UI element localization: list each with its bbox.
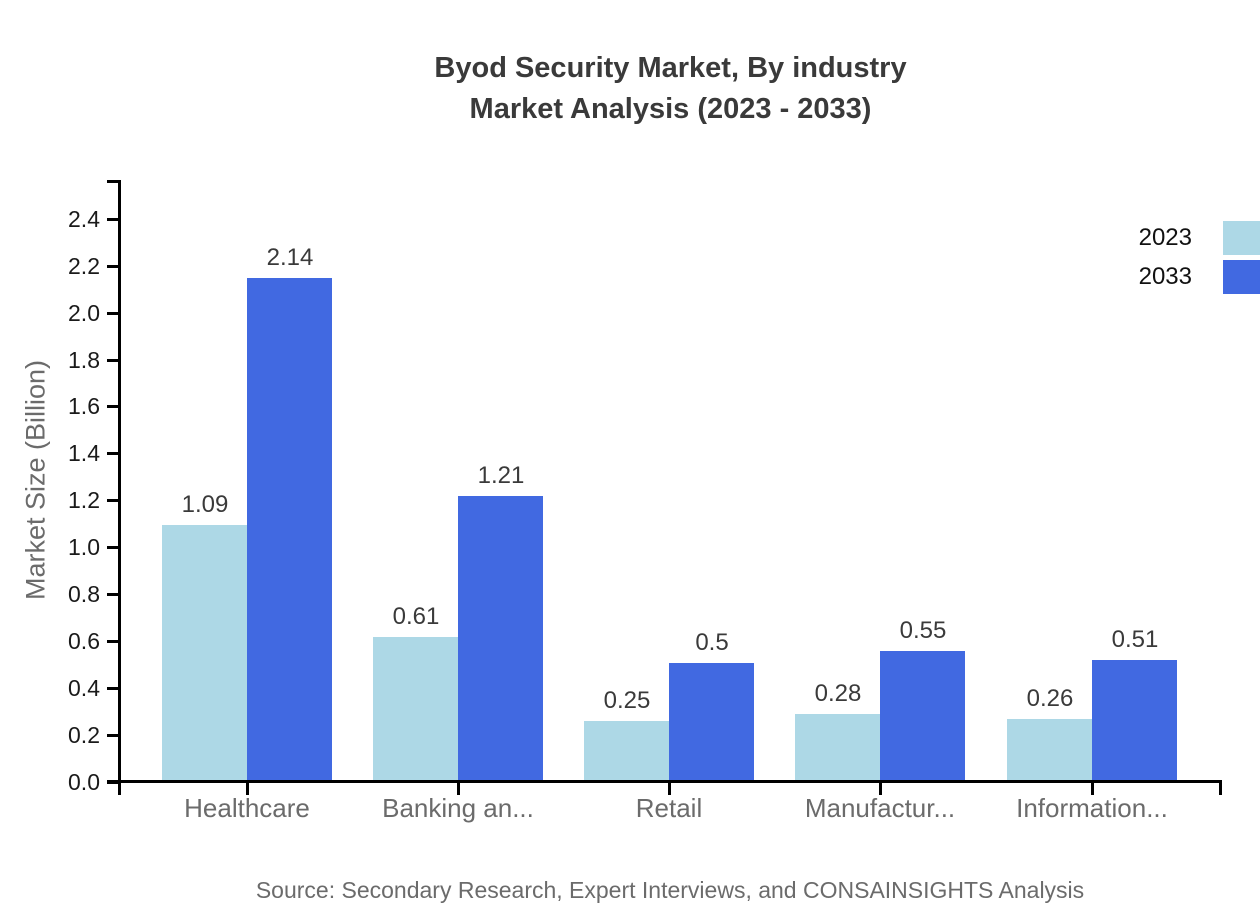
y-tick-mark <box>107 546 119 549</box>
legend-swatch-2033 <box>1223 260 1260 294</box>
y-tick-label: 0.8 <box>68 581 100 607</box>
bar-2023-information <box>1007 719 1092 780</box>
y-tick-label: 1.0 <box>68 534 100 560</box>
x-category-label-information: Information... <box>1016 793 1168 823</box>
bar-2023-retail <box>584 721 669 780</box>
value-label-2033-information: 0.51 <box>1111 626 1159 653</box>
value-label-2023-information: 0.26 <box>1026 685 1074 712</box>
value-label-2033-banking-an: 1.21 <box>477 462 525 489</box>
y-tick-mark <box>107 359 119 362</box>
value-label-2033-healthcare: 2.14 <box>266 244 314 271</box>
y-axis-line <box>118 180 121 795</box>
legend-label: 2033 <box>1138 263 1192 290</box>
y-tick-mark <box>107 499 119 502</box>
x-tick-mark <box>1091 783 1094 795</box>
y-tick-mark <box>107 781 119 784</box>
value-label-2033-retail: 0.5 <box>695 629 729 656</box>
bar-2033-retail <box>669 663 754 780</box>
bar-2033-healthcare <box>247 278 332 780</box>
bar-2023-manufactur <box>795 714 880 780</box>
y-tick-mark <box>107 593 119 596</box>
x-tick-mark <box>879 783 882 795</box>
legend-item-2033: 2033 <box>1020 260 1260 294</box>
y-tick-label: 1.8 <box>68 347 100 373</box>
y-tick-label: 1.2 <box>68 487 100 513</box>
bar-2033-manufactur <box>880 651 965 780</box>
legend-label: 2023 <box>1138 224 1192 251</box>
value-label-2023-manufactur: 0.28 <box>814 680 862 707</box>
y-tick-label: 0.4 <box>68 675 100 701</box>
x-tick-mark <box>668 783 671 795</box>
x-category-label-retail: Retail <box>635 793 703 823</box>
legend-swatch-2023 <box>1223 221 1260 255</box>
bar-2023-banking-an <box>373 637 458 780</box>
y-tick-mark <box>107 312 119 315</box>
y-tick-mark <box>107 405 119 408</box>
y-tick-mark <box>107 452 119 455</box>
y-tick-mark <box>107 640 119 643</box>
x-axis-line <box>107 780 1222 783</box>
x-category-label-manufactur: Manufactur... <box>804 793 956 823</box>
bar-2033-information <box>1092 660 1177 780</box>
x-category-label-banking-an: Banking an... <box>382 793 534 823</box>
chart-title-line1: Byod Security Market, By industry <box>434 52 907 84</box>
value-label-2023-banking-an: 0.61 <box>392 603 440 630</box>
x-axis-end-cap <box>1219 780 1222 795</box>
y-tick-label: 1.4 <box>68 440 100 466</box>
value-label-2023-retail: 0.25 <box>603 687 651 714</box>
bar-2033-banking-an <box>458 496 543 780</box>
y-tick-mark <box>107 687 119 690</box>
chart-title-line2: Market Analysis (2023 - 2033) <box>469 93 872 125</box>
value-label-2023-healthcare: 1.09 <box>181 491 229 518</box>
y-tick-label: 2.4 <box>68 206 100 232</box>
y-tick-mark <box>107 265 119 268</box>
source-note: Source: Secondary Research, Expert Inter… <box>255 877 1085 903</box>
y-tick-label: 0.2 <box>68 722 100 748</box>
legend-item-2023: 2023 <box>1020 221 1260 255</box>
y-axis-top-cap <box>107 180 121 183</box>
bar-2023-healthcare <box>162 525 247 780</box>
y-tick-label: 1.6 <box>68 393 100 419</box>
x-tick-mark <box>457 783 460 795</box>
chart-title: Byod Security Market, By industry Market… <box>120 48 1221 130</box>
y-tick-label: 2.2 <box>68 253 100 279</box>
value-label-2033-manufactur: 0.55 <box>899 617 947 644</box>
y-tick-label: 0.0 <box>68 769 100 795</box>
y-tick-mark <box>107 734 119 737</box>
x-tick-mark <box>246 783 249 795</box>
y-tick-mark <box>107 218 119 221</box>
y-tick-label: 0.6 <box>68 628 100 654</box>
x-category-label-healthcare: Healthcare <box>184 793 310 823</box>
y-tick-label: 2.0 <box>68 300 100 326</box>
